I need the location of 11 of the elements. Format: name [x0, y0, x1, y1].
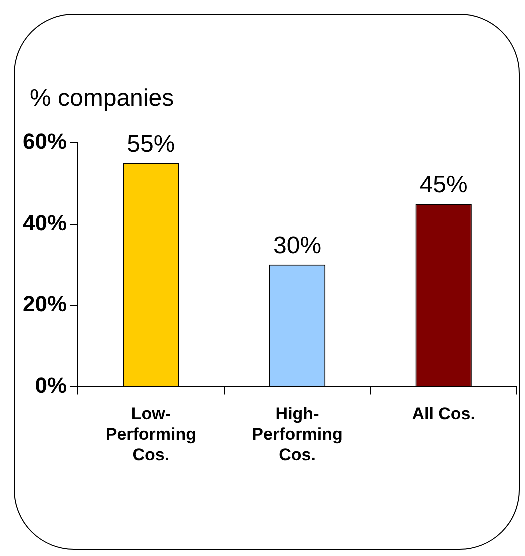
x-tick-label: Low-Performing Cos.	[106, 404, 197, 464]
y-tick-label: 0%	[35, 372, 68, 398]
data-label: 45%	[420, 172, 468, 199]
y-tick-label: 40%	[22, 210, 68, 236]
y-tick-label: 20%	[22, 292, 68, 317]
x-tick-label: All Cos.	[412, 404, 476, 424]
y-tick-label: 60%	[22, 129, 68, 154]
data-label: 30%	[273, 232, 322, 260]
y-axis-title: % companies	[30, 85, 174, 112]
data-label: 55%	[127, 130, 176, 158]
x-tick-label: High-Performing Cos.	[252, 404, 343, 464]
